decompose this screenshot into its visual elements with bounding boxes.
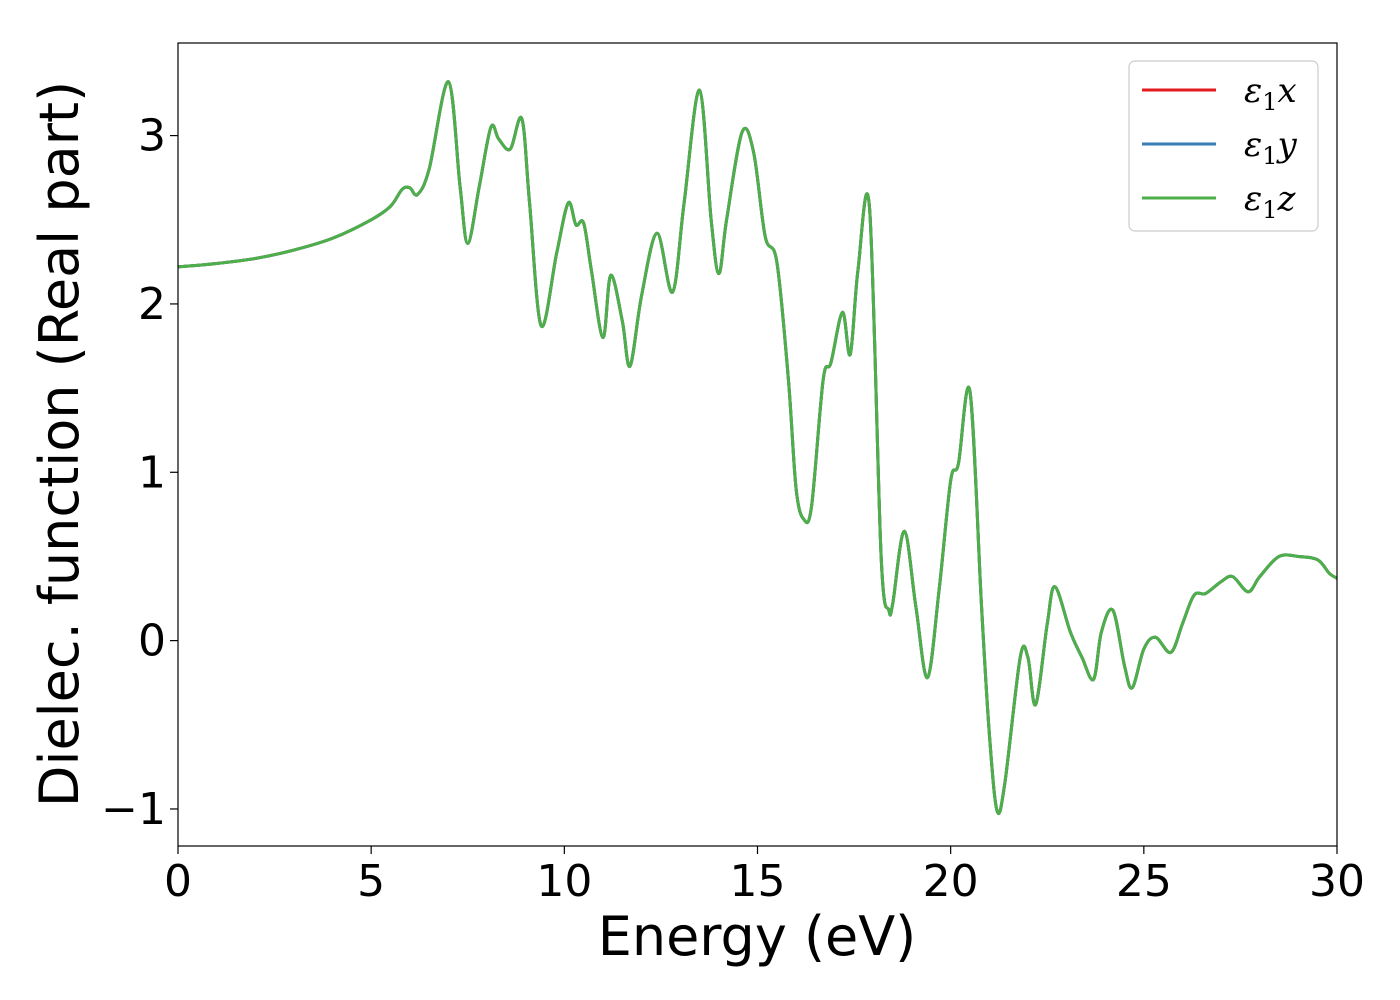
legend-symbol: ε	[1244, 125, 1262, 165]
legend-axis-name: y	[1276, 125, 1298, 165]
x-tick-label: 15	[730, 856, 786, 907]
y-tick-label: −1	[101, 784, 166, 835]
legend-axis-name: z	[1277, 179, 1297, 219]
y-tick-label: 2	[138, 279, 166, 330]
legend-subscript: 1	[1262, 142, 1277, 170]
legend-subscript: 1	[1262, 88, 1277, 116]
y-tick-label: 1	[138, 447, 166, 498]
legend-box	[1128, 60, 1319, 232]
legend-subscript: 1	[1262, 196, 1277, 224]
legend-label-z: ε1z	[1244, 179, 1297, 224]
x-axis: 0 5 10 15 20 25 30	[164, 846, 1365, 907]
x-tick-label: 10	[536, 856, 592, 907]
y-tick-label: 0	[138, 616, 166, 667]
legend-symbol: ε	[1244, 179, 1262, 219]
series-line-z	[178, 80, 1337, 816]
y-axis-title: Dielec. function (Real part)	[28, 81, 91, 807]
x-tick-label: 0	[164, 856, 192, 907]
x-axis-title: Energy (eV)	[598, 905, 917, 968]
x-tick-label: 30	[1309, 856, 1365, 907]
legend-symbol: ε	[1244, 71, 1262, 111]
legend-axis-name: x	[1278, 71, 1297, 111]
series-layer	[178, 80, 1337, 816]
x-tick-label: 20	[923, 856, 979, 907]
y-axis: −1 0 1 2 3	[101, 111, 178, 835]
legend-label-y: ε1y	[1244, 125, 1298, 170]
x-tick-label: 5	[357, 856, 385, 907]
y-tick-label: 3	[138, 111, 166, 162]
legend-label-x: ε1x	[1244, 71, 1297, 116]
x-tick-label: 25	[1116, 856, 1172, 907]
